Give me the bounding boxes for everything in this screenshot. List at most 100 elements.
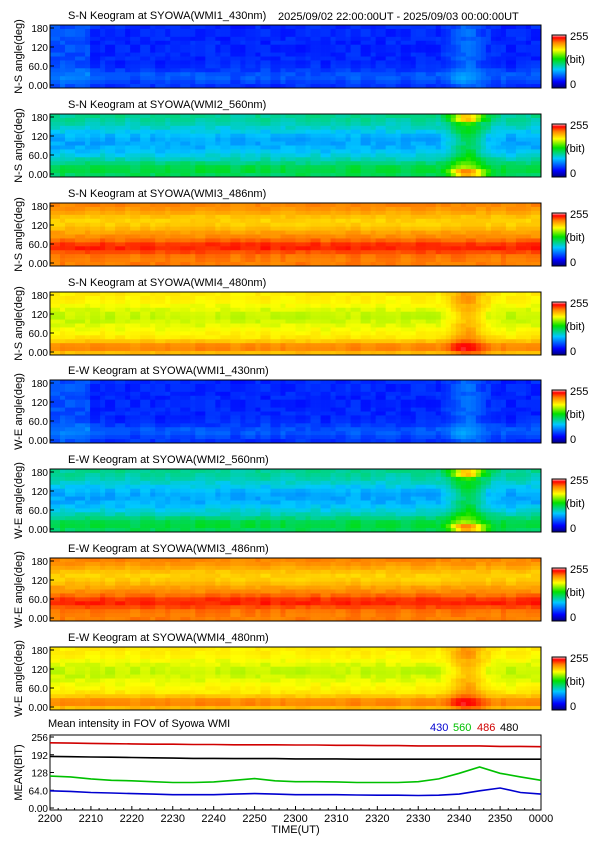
keogram-cell (235, 214, 241, 220)
keogram-cell (280, 242, 286, 247)
keogram-cell (510, 52, 517, 57)
keogram-cell (340, 121, 346, 127)
keogram-cell (65, 173, 71, 178)
keogram-cell (285, 222, 291, 228)
keogram-cell (450, 203, 457, 208)
keogram-cell (155, 157, 161, 162)
keogram-cell (190, 84, 196, 89)
keogram-cell (65, 230, 71, 235)
keogram-cell (180, 141, 186, 146)
keogram-cell (235, 25, 241, 30)
keogram-cell (490, 64, 497, 69)
keogram-cell (355, 222, 362, 228)
keogram-cell (405, 60, 412, 65)
keogram-cell (300, 153, 306, 158)
keogram-cell (305, 226, 311, 231)
keogram-cell (235, 28, 241, 34)
keogram-cell (480, 64, 487, 69)
keogram-cell (515, 137, 522, 142)
keogram-cell (280, 141, 286, 146)
keogram-cell (110, 84, 116, 89)
keogram-cell (500, 48, 507, 53)
keogram-cell (215, 44, 221, 50)
keogram-cell (465, 210, 472, 216)
keogram-cell (380, 169, 387, 174)
keogram-cell (450, 230, 457, 235)
keogram-cell (430, 258, 437, 263)
keogram-cell (110, 210, 116, 216)
keogram-cell (195, 214, 201, 220)
keogram-cell (205, 114, 211, 119)
keogram-cell (330, 165, 336, 170)
keogram-cell (440, 149, 447, 154)
keogram-cell (440, 80, 447, 85)
keogram-cell (60, 303, 66, 309)
keogram-cell (480, 214, 487, 220)
keogram-cell (445, 28, 452, 34)
keogram-cell (160, 230, 166, 235)
keogram-cell (300, 250, 306, 255)
keogram-cell (425, 218, 432, 224)
keogram-cell (55, 32, 61, 38)
keogram-cell (345, 206, 352, 212)
keogram-cell (535, 40, 542, 46)
keogram-cell (515, 250, 522, 255)
keogram-cell (450, 129, 457, 135)
keogram-cell (330, 238, 336, 243)
keogram-cell (275, 64, 281, 69)
keogram-cell (60, 114, 66, 119)
keogram-cell (80, 250, 86, 255)
keogram-cell (165, 56, 171, 61)
keogram-cell (365, 56, 372, 61)
keogram-cell (450, 48, 457, 53)
keogram-cell (200, 72, 206, 77)
keogram-cell (135, 153, 141, 158)
keogram-cell (225, 206, 231, 212)
keogram-cell (515, 226, 522, 231)
keogram-cell (260, 117, 266, 123)
keogram-cell (135, 222, 141, 228)
keogram-cell (60, 203, 66, 208)
keogram-cell (235, 246, 241, 251)
keogram-cell (85, 206, 91, 212)
keogram-cell (425, 169, 432, 174)
keogram-cell (210, 68, 216, 73)
keogram-cell (130, 48, 136, 53)
keogram-cell (215, 141, 221, 146)
keogram-cell (445, 32, 452, 38)
keogram-cell (435, 226, 442, 231)
keogram-cell (65, 72, 71, 77)
keogram-cell (445, 246, 452, 251)
keogram-cell (125, 203, 131, 208)
keogram-cell (530, 56, 537, 61)
keogram-cell (55, 129, 61, 135)
keogram-cell (190, 262, 196, 267)
keogram-cell (115, 40, 121, 46)
keogram-cell (55, 203, 61, 208)
keogram-cell (85, 250, 91, 255)
keogram-cell (160, 250, 166, 255)
keogram-cell (375, 68, 382, 73)
keogram-cell (345, 234, 352, 239)
keogram-cell (235, 64, 241, 69)
keogram-cell (95, 214, 101, 220)
keogram-cell (365, 242, 372, 247)
keogram-cell (190, 145, 196, 150)
keogram-cell (260, 258, 266, 263)
keogram-cell (170, 222, 176, 228)
keogram-cell (230, 250, 236, 255)
keogram-cell (420, 246, 427, 251)
keogram-cell (320, 72, 326, 77)
keogram-cell (165, 25, 171, 30)
keogram-cell (445, 36, 452, 42)
keogram-cell (305, 157, 311, 162)
keogram-cell (70, 226, 76, 231)
keogram-cell (85, 141, 91, 146)
keogram-cell (385, 262, 392, 267)
keogram-cell (220, 129, 226, 135)
keogram-cell (110, 226, 116, 231)
keogram-cell (185, 129, 191, 135)
keogram-cell (405, 25, 412, 30)
keogram-cell (520, 222, 527, 228)
keogram-cell (335, 262, 341, 267)
